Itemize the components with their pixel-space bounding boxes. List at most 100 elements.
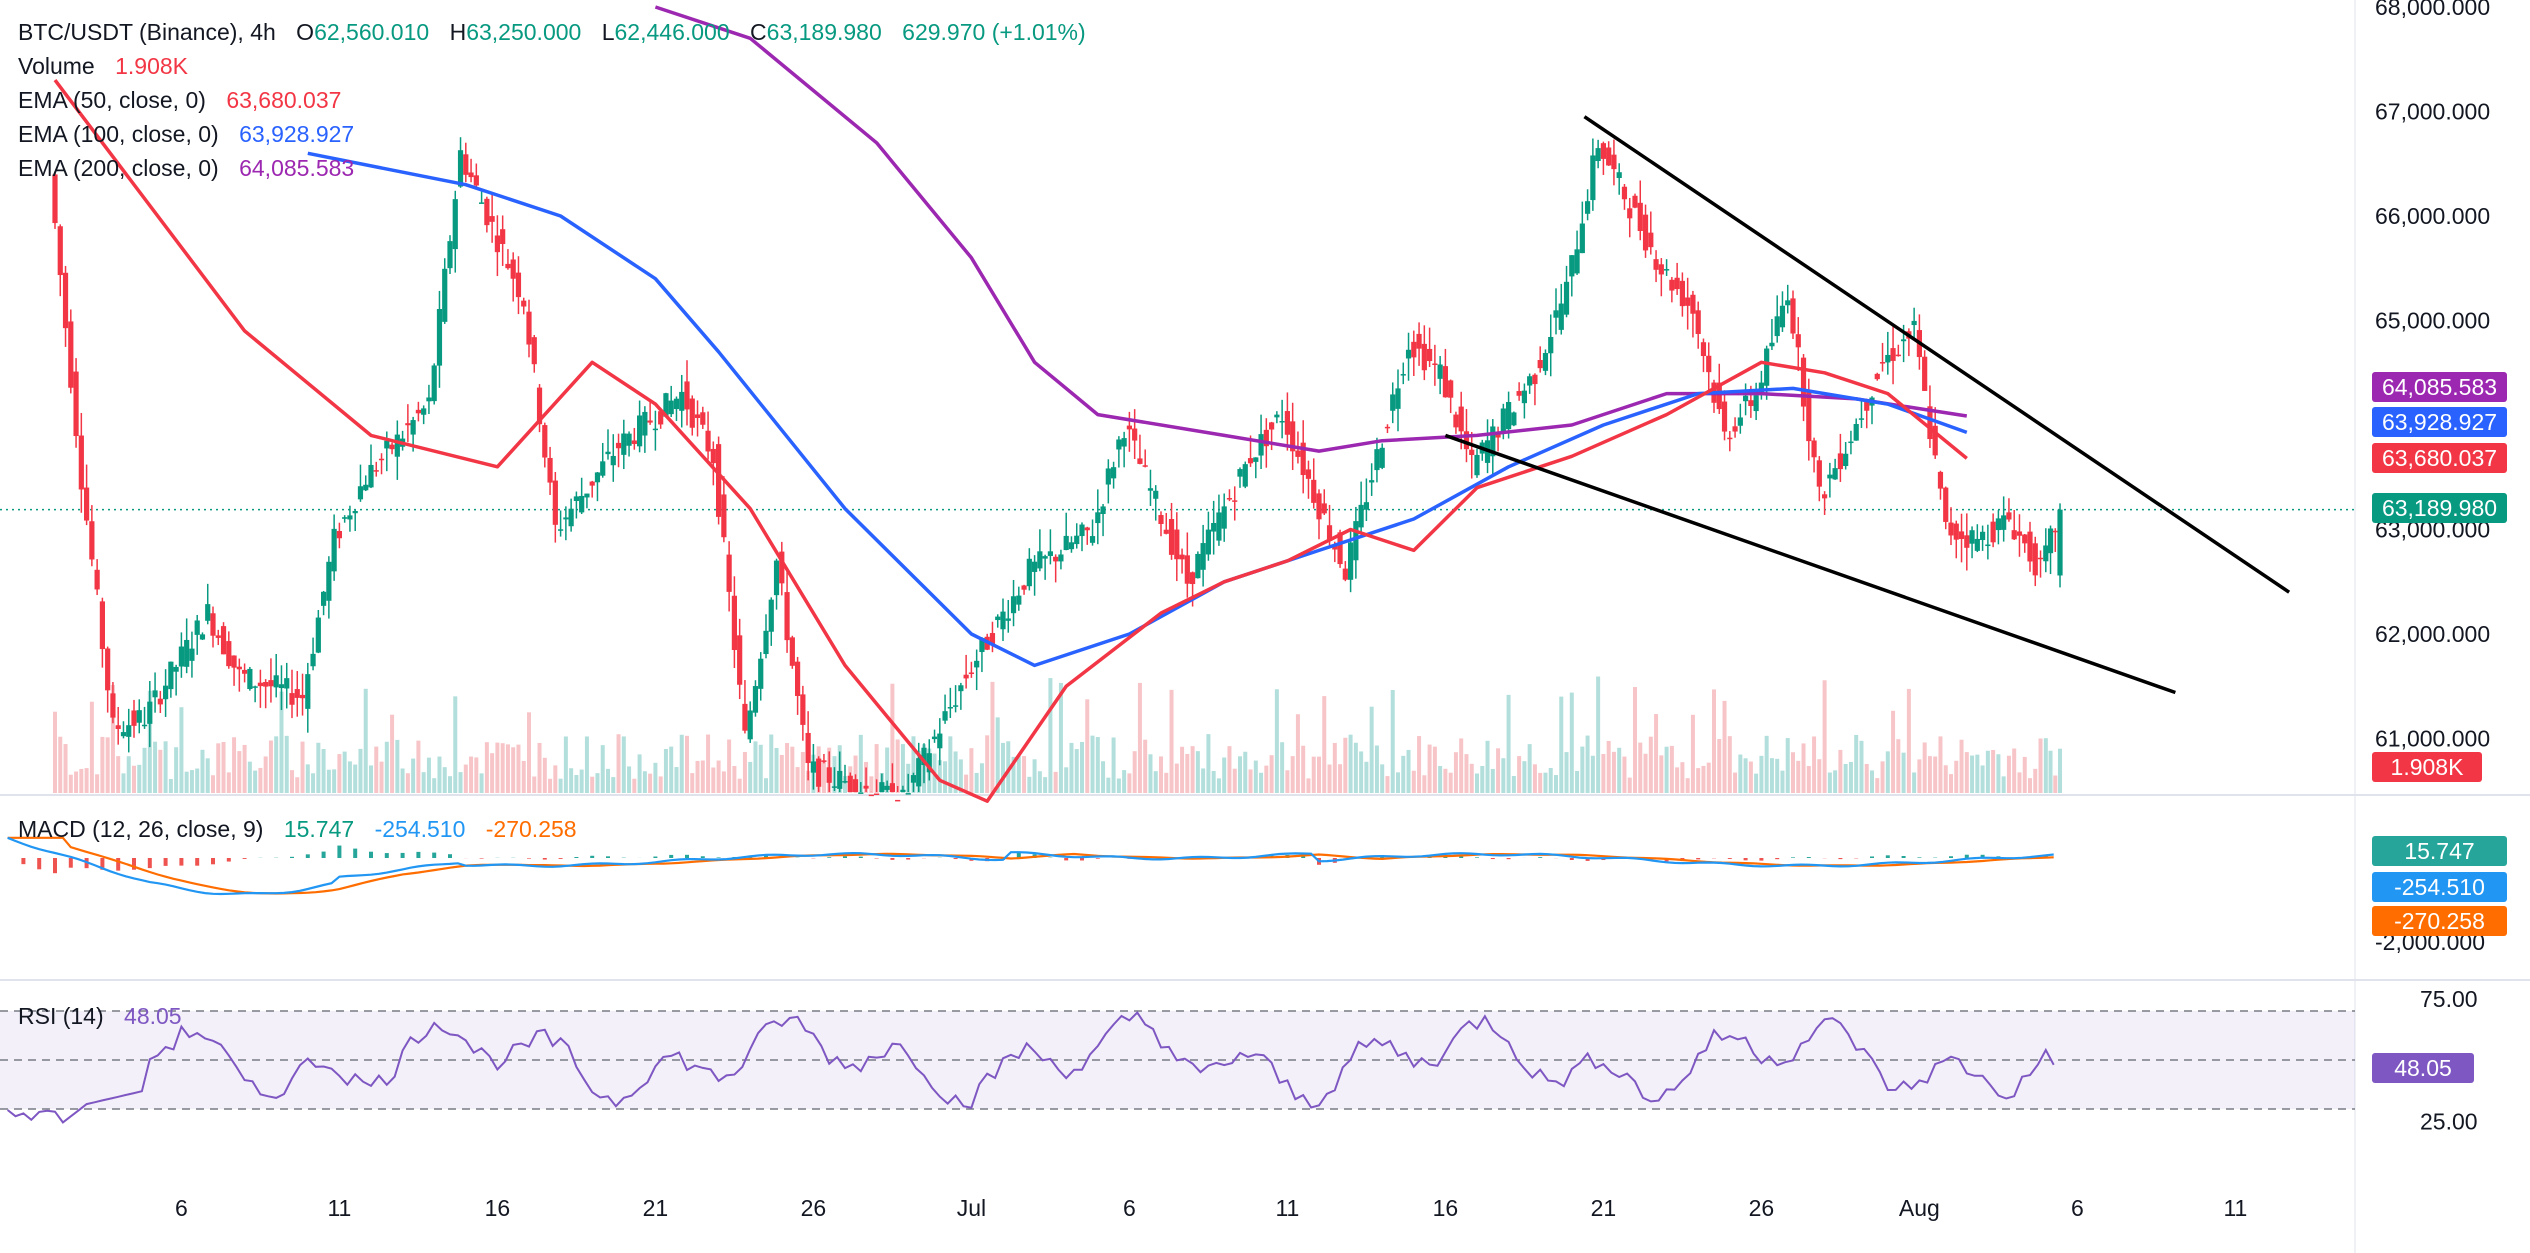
volume-bar [1464, 754, 1469, 793]
candle-body [1521, 390, 1527, 404]
volume-bar [295, 777, 300, 793]
volume-bar [221, 742, 226, 793]
macd-histogram-bar [21, 858, 26, 865]
candle-body [1764, 348, 1770, 386]
candle-body [842, 781, 848, 783]
price-tick-label: 62,000.000 [2375, 621, 2490, 647]
ema100-row[interactable]: EMA (100, close, 0) 63,928.927 [18, 117, 1100, 151]
volume-bar [321, 749, 326, 793]
volume-bar [1143, 739, 1148, 793]
volume-label: Volume [18, 53, 95, 79]
candle-body [1147, 488, 1154, 491]
volume-bar [1317, 756, 1321, 793]
candle-body [1190, 572, 1196, 585]
candle-body [1163, 529, 1169, 534]
volume-bar [1006, 741, 1011, 793]
volume-bar [1917, 759, 1922, 793]
rsi-legend[interactable]: RSI (14) 48.05 [18, 999, 196, 1033]
volume-bar [1991, 749, 1996, 793]
ema-lines [53, 5, 1968, 803]
volume-bar [943, 761, 948, 793]
volume-bar [1169, 689, 1174, 793]
volume-bar [721, 771, 726, 793]
ema50-line [53, 79, 1968, 803]
volume-bar [648, 773, 653, 793]
macd-histogram-bar [653, 856, 658, 858]
volume-bar [1469, 763, 1474, 793]
candle-body [1253, 457, 1259, 462]
candle-body [1595, 148, 1601, 162]
macd-histogram-bar [1791, 857, 1795, 858]
macd-histogram-bar [1301, 856, 1306, 858]
ema50-row[interactable]: EMA (50, close, 0) 63,680.037 [18, 83, 1100, 117]
volume-bar [1648, 736, 1653, 793]
volume-bar [1211, 770, 1216, 793]
macd-histogram-bar [1727, 858, 1732, 859]
candle-body [1895, 354, 1901, 357]
macd-histogram-bar [1980, 854, 1985, 858]
candle-body [1258, 434, 1264, 456]
candle-body [415, 409, 421, 414]
candle-body [352, 510, 358, 514]
candle-body [1142, 465, 1148, 467]
candle-body [336, 530, 342, 539]
candle-body [642, 411, 648, 436]
rsi-tick-label: 25.00 [2420, 1108, 2478, 1134]
candle-body [1016, 595, 1022, 605]
macd-histogram-bar [843, 856, 847, 858]
candle-body [689, 398, 695, 428]
volume-bar [1174, 763, 1179, 793]
candle-body [937, 733, 943, 749]
candle-body [2057, 509, 2063, 576]
candle-body [152, 690, 158, 698]
volume-bar [1311, 756, 1316, 793]
volume-bar [1580, 746, 1585, 793]
macd-histogram-bar [542, 858, 547, 860]
candle-body [1316, 493, 1322, 520]
volume-bar [742, 751, 747, 793]
volume-bar [769, 734, 774, 793]
volume-bar [100, 736, 105, 793]
symbol-title[interactable]: BTC/USDT (Binance), 4h [18, 19, 276, 45]
volume-bar [2022, 756, 2027, 793]
volume-bar [627, 766, 632, 793]
trendline-upper [1583, 115, 2291, 594]
candle-body [231, 655, 237, 668]
volume-bar [205, 758, 210, 793]
candle-body [1695, 310, 1701, 334]
candle-body [1853, 424, 1859, 441]
volume-bar [2033, 768, 2038, 793]
volume-bar [600, 745, 605, 793]
volume-row[interactable]: Volume 1.908K [18, 49, 1100, 83]
macd-legend[interactable]: MACD (12, 26, close, 9) 15.747 -254.510 … [18, 812, 591, 846]
volume-bar [1785, 738, 1790, 793]
date-tick-label: 21 [1591, 1195, 1617, 1221]
volume-bar [732, 766, 737, 793]
volume-bar [711, 767, 716, 793]
volume-bar [1864, 763, 1869, 793]
candle-body [57, 226, 63, 276]
volume-bar [574, 774, 579, 793]
candle-body [1442, 366, 1448, 398]
candle-body [1358, 504, 1364, 528]
candle-body [852, 779, 859, 792]
candle-body [410, 420, 416, 435]
volume-bar [168, 778, 173, 793]
candle-body [805, 732, 811, 764]
rsi-line [6, 1011, 2055, 1124]
volume-bar [63, 744, 68, 793]
candle-body [105, 648, 111, 691]
candle-body [926, 753, 932, 773]
candle-body [457, 150, 464, 187]
volume-bar [2001, 776, 2006, 793]
volume-bar [68, 774, 73, 793]
candle-body [1806, 391, 1812, 442]
candle-body [1837, 453, 1843, 470]
candle-body [610, 455, 616, 466]
volume-bar [1269, 755, 1274, 793]
volume-bar [990, 681, 995, 793]
ema200-row[interactable]: EMA (200, close, 0) 64,085.583 [18, 151, 1100, 185]
volume-bar [800, 751, 805, 793]
volume-bar [1780, 770, 1785, 793]
candle-body [1511, 412, 1517, 426]
